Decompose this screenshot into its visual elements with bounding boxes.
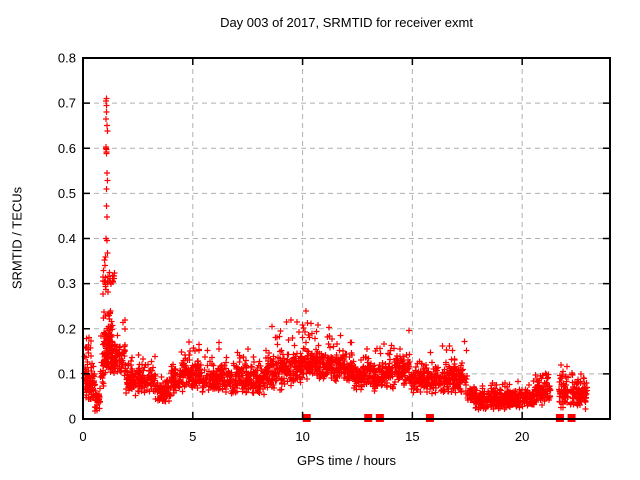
y-tick-label-0.7: 0.7 [58, 96, 76, 111]
x-tick-label-10: 10 [295, 429, 309, 444]
y-tick-label-0.4: 0.4 [58, 231, 76, 246]
y-tick-label-0.5: 0.5 [58, 186, 76, 201]
data-points [81, 95, 590, 414]
x-axis-title: GPS time / hours [297, 453, 396, 468]
x-tick-label-20: 20 [515, 429, 529, 444]
y-tick-label-0.6: 0.6 [58, 141, 76, 156]
y-tick-label-0.1: 0.1 [58, 366, 76, 381]
y-tick-label-0.3: 0.3 [58, 276, 76, 291]
y-tick-labels: 0 0.1 0.2 0.3 0.4 0.5 0.6 0.7 0.8 [58, 51, 76, 427]
y-tick-label-0: 0 [69, 412, 76, 427]
x-tick-label-5: 5 [189, 429, 196, 444]
axis-ticks [82, 57, 610, 420]
y-tick-label-0.2: 0.2 [58, 321, 76, 336]
y-tick-label-0.8: 0.8 [58, 51, 76, 66]
chart-title: Day 003 of 2017, SRMTID for receiver exm… [220, 15, 473, 30]
x-tick-label-15: 15 [405, 429, 419, 444]
x-tick-labels: 0 5 10 15 20 [79, 429, 529, 444]
x-tick-label-0: 0 [79, 429, 86, 444]
